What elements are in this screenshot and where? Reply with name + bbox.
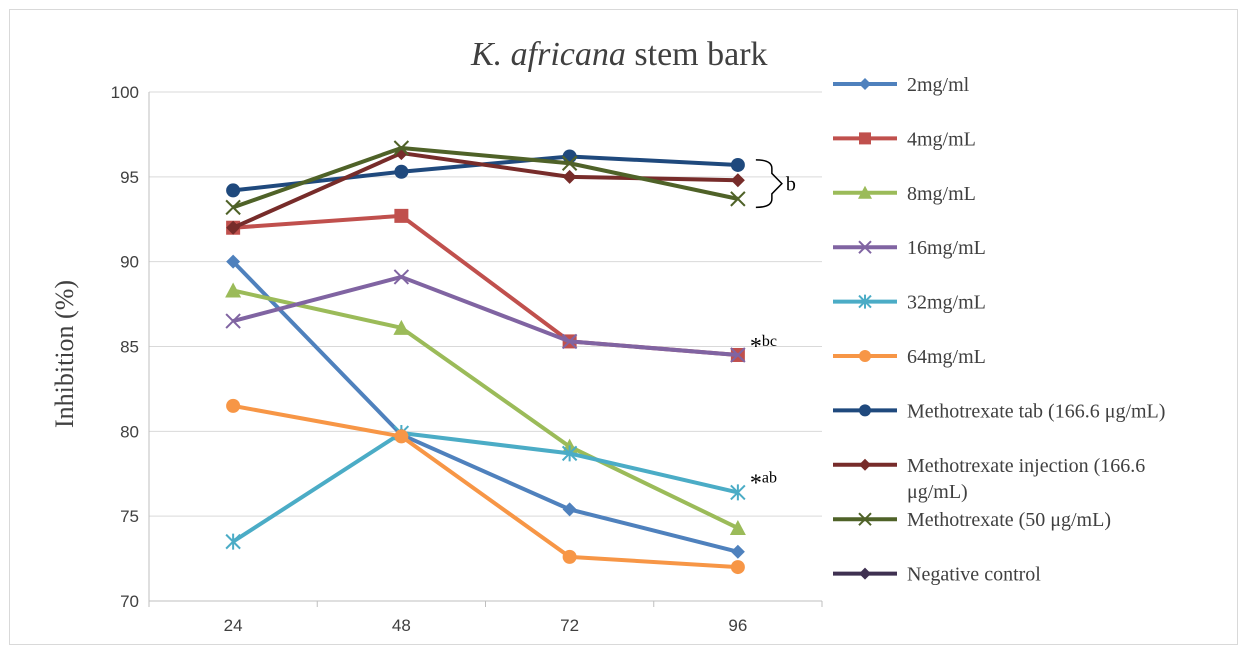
chart-title-italic: K. africana — [470, 36, 626, 73]
legend-swatch-marker — [859, 350, 871, 362]
legend-swatch-marker — [858, 294, 872, 309]
series-line — [231, 260, 739, 554]
data-point — [730, 347, 746, 363]
data-point — [226, 398, 241, 413]
data-point — [394, 208, 409, 223]
series-line — [232, 213, 739, 357]
bracket — [755, 159, 783, 209]
legend-label: Methotrexate (50 μg/mL) — [907, 509, 1111, 531]
y-tick-label: 100 — [111, 83, 139, 102]
legend-label: 2mg/ml — [907, 74, 970, 96]
y-tick-label: 75 — [120, 507, 139, 526]
legend-label: Methotrexate tab (166.6 μg/mL) — [907, 400, 1165, 422]
legend: 2mg/ml 4mg/mL 8mg/mL 16mg/mL 32mg/mL 64mg/mL M… — [833, 74, 1165, 586]
data-point — [225, 533, 241, 550]
series-line — [232, 431, 739, 544]
data-point — [729, 520, 746, 536]
y-axis-label: Inhibition (%) — [50, 280, 79, 428]
annotation-ab: *ab — [750, 469, 777, 496]
legend-label: 32mg/mL — [907, 292, 986, 314]
data-point — [730, 484, 746, 501]
series-6 — [226, 398, 745, 575]
data-point — [561, 445, 578, 462]
series-line — [232, 154, 738, 193]
x-tick-label: 24 — [224, 616, 243, 635]
legend-swatch-marker — [859, 404, 871, 417]
legend-entry: 2mg/ml — [833, 74, 970, 96]
legend-label: Negative control — [907, 564, 1041, 586]
legend-label: μg/mL) — [907, 481, 968, 503]
legend-swatch-marker — [858, 240, 872, 254]
data-point — [393, 319, 410, 335]
legend-label: 8mg/mL — [907, 183, 976, 205]
data-point — [730, 191, 746, 207]
line-chart: K. africana stem bark Inhibition (%) 707… — [50, 36, 1165, 635]
series-1 — [226, 254, 745, 559]
data-point — [225, 199, 241, 216]
legend-label: 16mg/mL — [907, 237, 986, 259]
legend-entry: Methotrexate injection (166.6 μg/mL) — [833, 455, 1145, 503]
legend-swatch-marker — [859, 78, 871, 90]
data-point — [562, 169, 577, 184]
series-line — [232, 403, 738, 570]
legend-entry: 32mg/mL — [833, 292, 986, 314]
data-point — [730, 560, 745, 575]
series-line — [232, 151, 738, 230]
legend-swatch-marker — [858, 185, 872, 199]
data-point — [730, 544, 745, 559]
data-point — [225, 313, 241, 329]
data-point — [561, 333, 578, 350]
data-point — [394, 429, 409, 444]
chart-title-rest: stem bark — [626, 36, 768, 73]
legend-label: 64mg/mL — [907, 346, 986, 368]
data-point — [730, 157, 745, 172]
y-tick-label: 95 — [120, 168, 139, 187]
annotation-b: b — [786, 174, 796, 196]
legend-entry: Negative control — [833, 564, 1041, 586]
annotations: b *bc *ab — [750, 159, 796, 496]
chart-title: K. africana stem bark — [470, 36, 768, 73]
data-point — [226, 183, 241, 198]
legend-entry: Methotrexate tab (166.6 μg/mL) — [833, 400, 1165, 422]
legend-swatch-marker — [859, 567, 871, 580]
y-tick-label: 70 — [120, 592, 139, 611]
series-line — [232, 274, 739, 357]
x-tick-label: 96 — [728, 616, 747, 635]
series-layer — [225, 140, 746, 575]
series-2 — [226, 208, 745, 362]
data-point — [394, 164, 409, 179]
data-point — [226, 220, 241, 235]
series-9 — [225, 140, 746, 216]
series-line — [232, 288, 739, 530]
legend-swatch-marker — [858, 512, 872, 526]
data-point — [562, 549, 577, 564]
data-point — [730, 173, 745, 188]
legend-entry: 16mg/mL — [833, 237, 986, 259]
data-point — [225, 282, 242, 298]
series-5 — [225, 425, 746, 550]
legend-swatch-marker — [859, 132, 871, 145]
legend-entry: 4mg/mL — [833, 128, 976, 150]
y-tick-label: 85 — [120, 338, 139, 357]
x-tick-label: 72 — [560, 616, 579, 635]
data-point — [561, 155, 578, 171]
legend-swatch-marker — [859, 458, 871, 471]
y-tick-label: 80 — [120, 422, 139, 441]
series-line — [232, 145, 739, 210]
legend-entry: 64mg/mL — [833, 346, 986, 368]
legend-label: Methotrexate injection (166.6 — [907, 455, 1145, 477]
legend-label: 4mg/mL — [907, 128, 976, 150]
data-point — [562, 502, 577, 517]
x-tick-label: 48 — [392, 616, 411, 635]
y-tick-label: 90 — [120, 253, 139, 272]
legend-entry: 8mg/mL — [833, 183, 976, 205]
legend-entry: Methotrexate (50 μg/mL) — [833, 509, 1111, 531]
data-point — [393, 140, 410, 156]
series-4 — [225, 269, 746, 363]
data-point — [393, 269, 410, 285]
axis-layer: 70 75 80 85 90 95 100 24 48 72 96 — [111, 83, 823, 635]
chart-frame: K. africana stem bark Inhibition (%) 70 7… — [9, 9, 1238, 645]
annotation-bc: *bc — [750, 333, 777, 360]
